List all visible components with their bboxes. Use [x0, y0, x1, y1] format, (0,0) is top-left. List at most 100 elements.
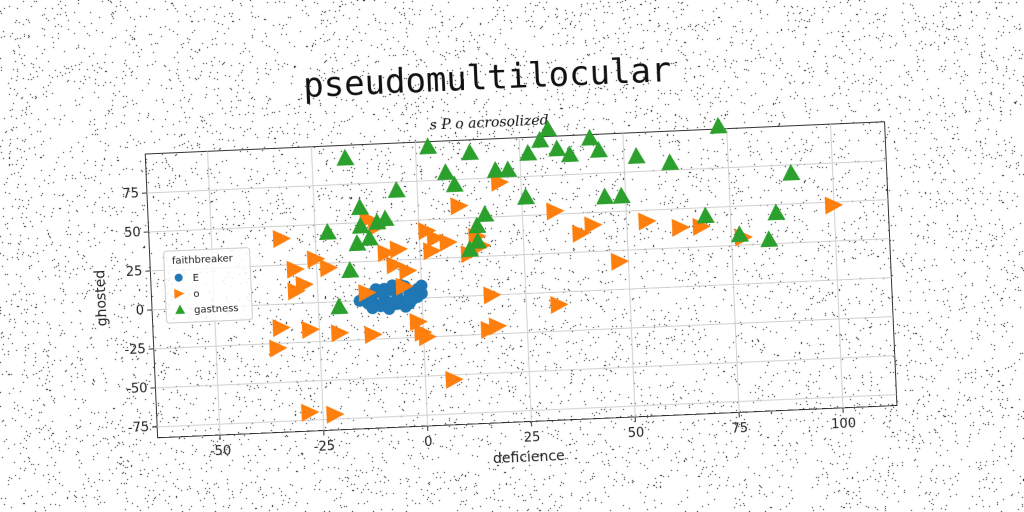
- legend-marker: [175, 304, 186, 315]
- data-point: [306, 250, 326, 269]
- data-point: [517, 187, 536, 205]
- data-point: [418, 328, 437, 347]
- legend-marker: [174, 273, 183, 282]
- data-point: [531, 130, 550, 148]
- x-grid-line: [830, 124, 844, 408]
- data-point: [539, 119, 558, 137]
- data-point: [386, 256, 405, 275]
- data-point: [581, 128, 600, 146]
- data-point: [730, 225, 749, 243]
- data-point: [415, 279, 428, 292]
- y-grid-line: [155, 355, 895, 389]
- data-point: [426, 229, 446, 248]
- data-point: [638, 212, 657, 231]
- x-tick-label: -50: [210, 444, 232, 460]
- legend-label: o: [193, 289, 200, 300]
- legend: faithbreaker Eo gastness: [163, 247, 253, 324]
- data-point: [709, 116, 728, 134]
- y-grid-line: [157, 394, 897, 428]
- data-point: [490, 173, 510, 192]
- data-point: [610, 252, 630, 271]
- data-point: [269, 339, 288, 358]
- y-grid-line: [146, 160, 887, 194]
- data-point: [395, 277, 414, 296]
- y-grid-line: [148, 199, 888, 233]
- legend-label: gastness: [194, 303, 239, 316]
- data-point: [561, 145, 580, 163]
- data-point: [358, 284, 377, 303]
- data-point: [486, 160, 505, 179]
- data-point: [627, 147, 646, 165]
- data-point: [461, 143, 480, 161]
- data-point: [692, 217, 711, 236]
- y-tick-label: 0: [135, 303, 144, 318]
- x-tick-label: 75: [731, 421, 748, 437]
- data-point: [364, 326, 383, 344]
- data-point: [671, 218, 691, 237]
- x-tick-label: 50: [627, 426, 644, 442]
- data-point: [612, 186, 631, 204]
- legend-box: [163, 247, 253, 324]
- y-grid-line: [150, 238, 890, 272]
- data-point: [584, 216, 603, 235]
- data-point: [360, 228, 379, 246]
- data-point: [272, 319, 291, 338]
- data-point: [419, 137, 438, 155]
- data-point: [461, 240, 480, 258]
- data-point: [318, 222, 337, 241]
- chart-title: pseudomultilocular: [302, 50, 672, 106]
- data-point: [661, 153, 680, 171]
- legend-label: E: [192, 273, 199, 284]
- data-point: [488, 317, 508, 336]
- data-point: [589, 140, 608, 158]
- data-point: [286, 260, 305, 279]
- data-point: [287, 282, 306, 301]
- data-point: [548, 139, 567, 157]
- legend-entries: Eo gastness: [174, 273, 239, 316]
- y-ticks: -75 -50 -25 0 25 50 75: [122, 186, 158, 436]
- data-point: [389, 240, 409, 259]
- x-tick-label: -25: [314, 439, 336, 455]
- y-tick-label: -75: [128, 420, 150, 436]
- x-tick-label: 100: [831, 416, 856, 432]
- data-point: [341, 261, 360, 279]
- data-point: [450, 197, 469, 216]
- data-point: [483, 286, 502, 305]
- x-grid-line: [622, 133, 636, 417]
- data-point: [330, 297, 349, 315]
- scatter-plot: pseudomultilocular s P o acrosolized -50…: [92, 50, 898, 467]
- data-point: [348, 234, 367, 252]
- data-point: [387, 180, 406, 198]
- data-point: [696, 206, 715, 224]
- data-point: [403, 297, 416, 310]
- data-point: [319, 259, 339, 278]
- data-point: [596, 187, 615, 205]
- chart-subtitle: s P o acrosolized: [429, 112, 549, 133]
- data-points: [269, 116, 844, 424]
- data-point: [550, 296, 569, 315]
- x-ticks: -50 -25 0 25 50 75 100: [210, 407, 856, 460]
- data-point: [572, 224, 591, 243]
- y-tick-label: 50: [124, 225, 141, 241]
- y-tick-label: -25: [124, 342, 146, 358]
- x-tick-label: 0: [424, 435, 433, 450]
- data-point: [445, 175, 464, 193]
- data-point: [376, 209, 395, 227]
- y-tick-label: 25: [126, 264, 143, 280]
- data-point: [330, 324, 350, 343]
- y-grid-line: [152, 277, 892, 311]
- x-axis-label: deficience: [493, 448, 565, 467]
- data-point: [469, 232, 488, 250]
- data-point: [336, 148, 355, 166]
- data-point: [351, 198, 370, 216]
- y-tick-label: -50: [126, 381, 148, 397]
- data-point: [439, 233, 458, 252]
- data-point: [767, 203, 786, 221]
- data-point: [436, 163, 455, 181]
- data-point: [782, 163, 801, 181]
- grid: [146, 124, 897, 436]
- y-axis-label: ghosted: [92, 269, 110, 326]
- x-grid-line: [726, 128, 740, 413]
- data-point: [499, 160, 518, 178]
- data-point: [468, 216, 487, 234]
